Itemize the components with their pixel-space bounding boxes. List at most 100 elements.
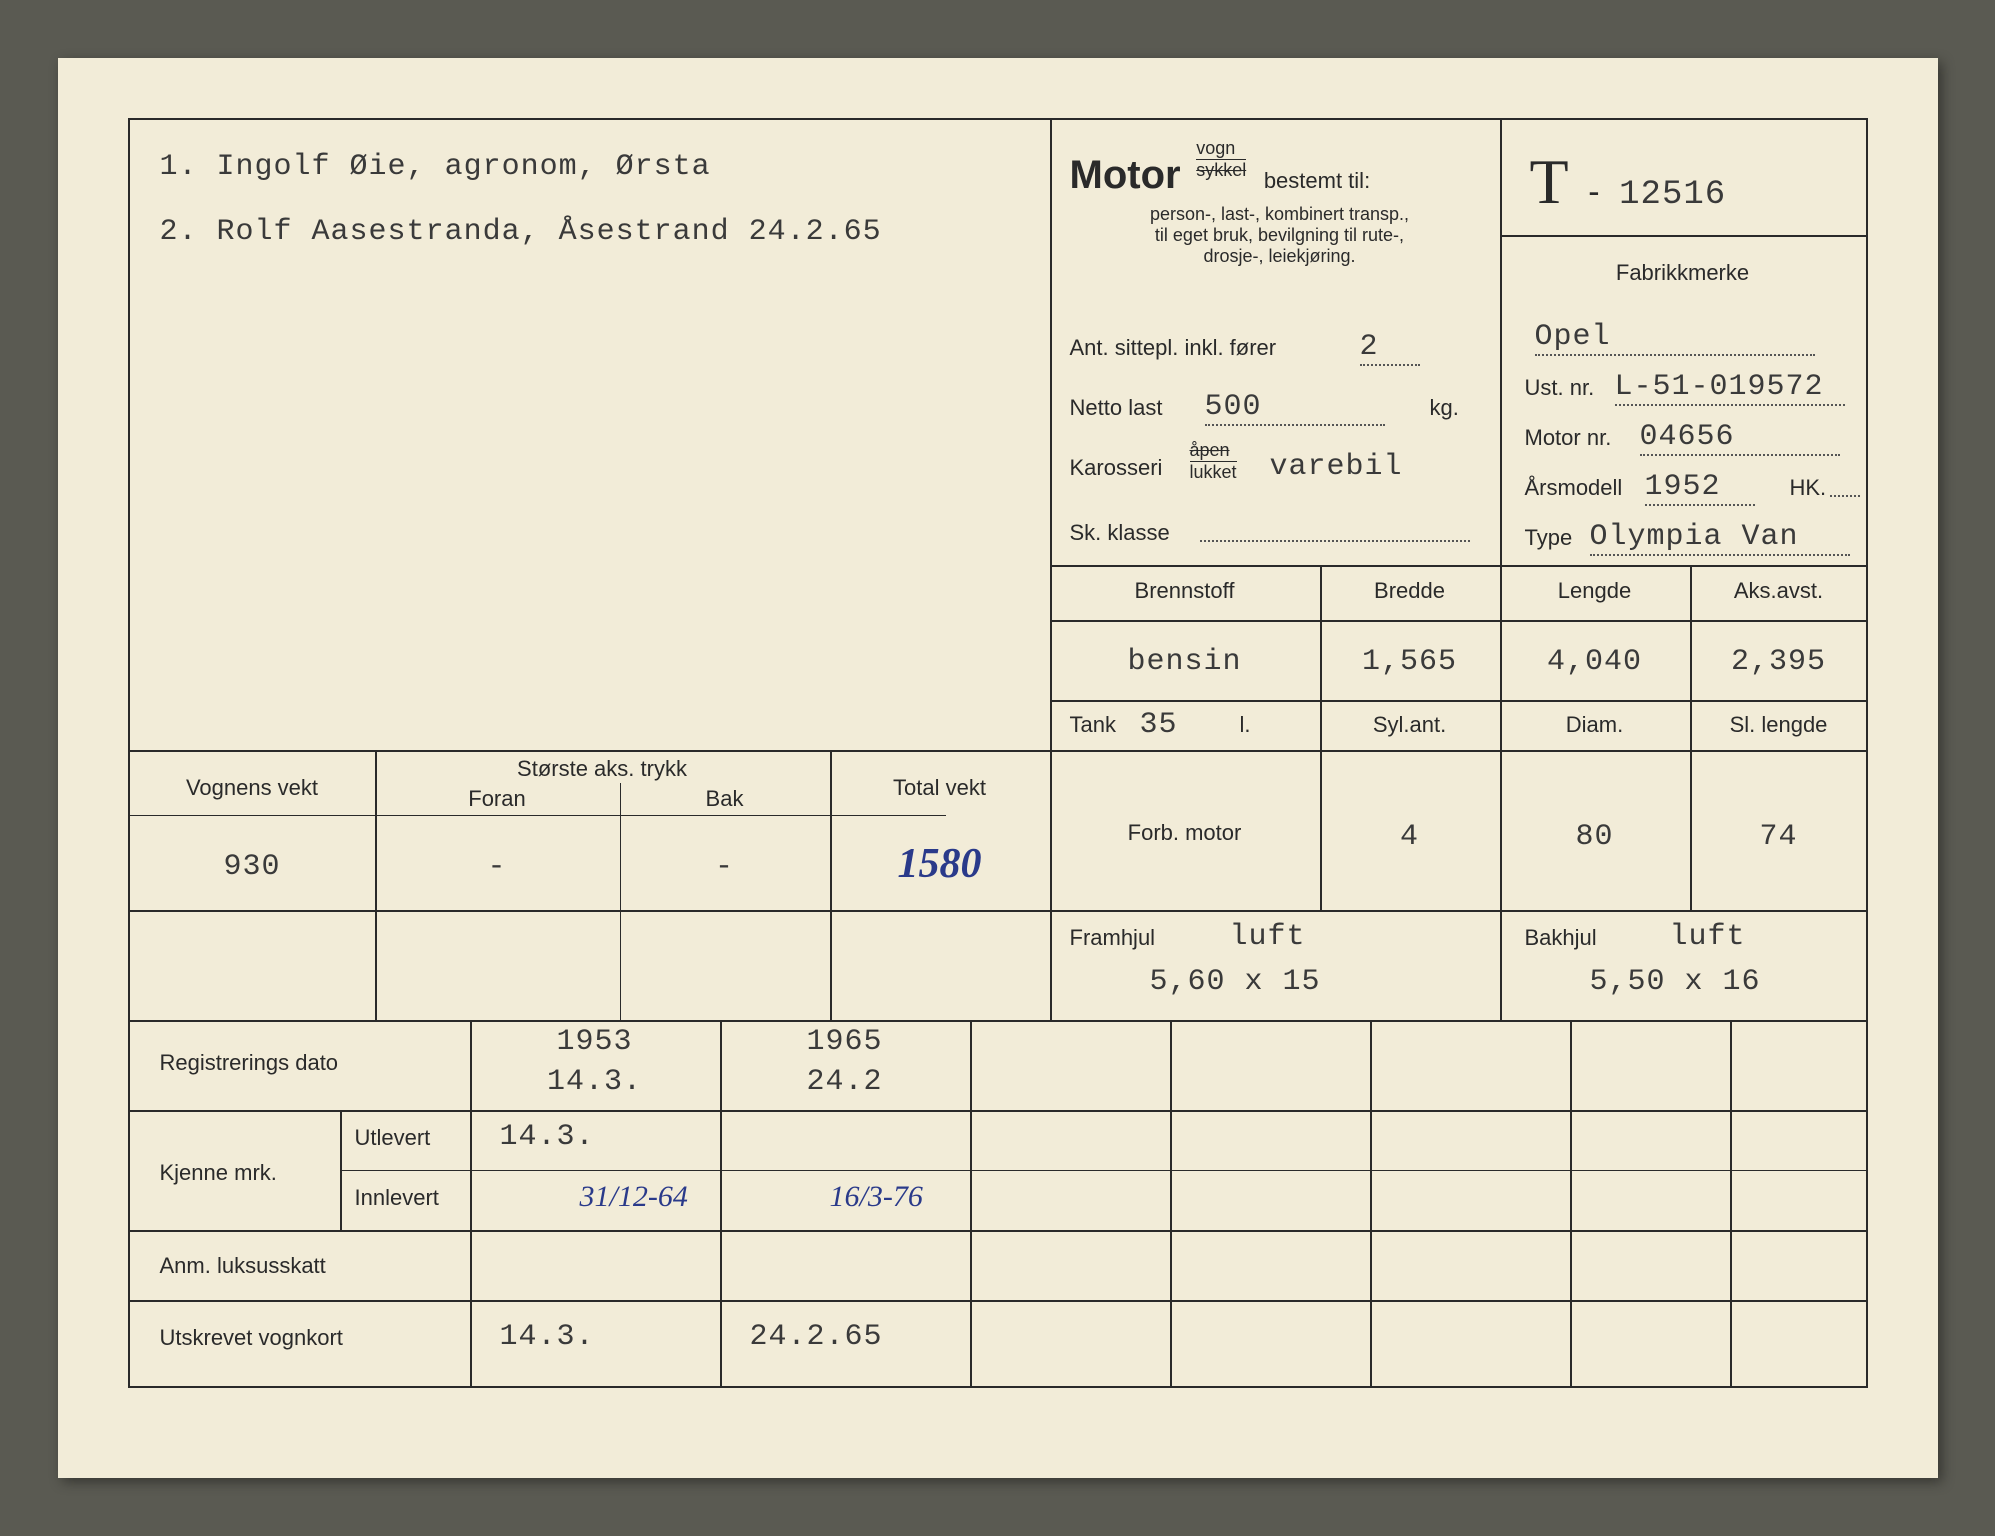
v-brennstoff: bensin — [1050, 645, 1320, 679]
v-bredde: 1,565 — [1320, 645, 1500, 679]
karosseri-value: varebil — [1270, 450, 1403, 484]
fram-air: luft — [1230, 920, 1306, 954]
spec-h2 — [1050, 700, 1866, 702]
row-wheels-bottom — [130, 1020, 1866, 1022]
motorno-label: Motor nr. — [1525, 425, 1612, 451]
motor-line2: til eget bruk, bevilgning til rute-, — [1070, 225, 1490, 246]
vognkort-v2: 24.2.65 — [750, 1320, 883, 1354]
b-v5 — [1370, 1020, 1372, 1386]
plate-bottom-line — [1500, 235, 1866, 237]
type-value: Olympia Van — [1590, 520, 1850, 556]
b-v1 — [470, 1110, 472, 1386]
ust-value: L-51-019572 — [1615, 370, 1845, 406]
plate-prefix: T — [1530, 146, 1569, 217]
h-brennstoff: Brennstoff — [1050, 578, 1320, 604]
motor-vogn: vogn — [1196, 138, 1246, 160]
skklasse-line — [1200, 540, 1470, 542]
b-h1 — [130, 1110, 1866, 1112]
spec-h3 — [130, 750, 1866, 752]
owner-2-text: Rolf Aasestranda, Åsestrand 24.2.65 — [217, 215, 882, 249]
h-sl: Sl. lengde — [1690, 712, 1868, 738]
spec-h1 — [1050, 620, 1866, 622]
h-lengde: Lengde — [1500, 578, 1690, 604]
motor-sykkel: sykkel — [1196, 160, 1246, 181]
owner-line-2: 2. Rolf Aasestranda, Åsestrand 24.2.65 — [160, 215, 882, 249]
plate-sep: - — [1588, 173, 1599, 211]
h-diam: Diam. — [1500, 712, 1690, 738]
motor-bestemt: bestemt til: — [1264, 168, 1370, 193]
aar-label: Årsmodell — [1525, 475, 1623, 501]
v-tank: 35 — [1140, 708, 1178, 742]
h-bak: Bak — [620, 786, 830, 812]
owner-2-no: 2. — [160, 215, 198, 249]
bak-label: Bakhjul — [1525, 925, 1597, 951]
plate-box: T - 12516 — [1530, 145, 1727, 219]
ust-label: Ust. nr. — [1525, 375, 1595, 401]
b-v7 — [1730, 1020, 1732, 1386]
spec-top — [1050, 565, 1866, 567]
type-label: Type — [1525, 525, 1573, 551]
v-syl: 4 — [1320, 820, 1500, 854]
b-v4 — [1170, 1020, 1172, 1386]
netto-value: 500 — [1205, 390, 1385, 426]
bak-size: 5,50 x 16 — [1590, 965, 1761, 999]
h-storste: Største aks. trykk — [375, 756, 830, 782]
motor-line3: drosje-, leiekjøring. — [1070, 246, 1490, 267]
h-vognvekt: Vognens vekt — [130, 775, 375, 801]
owner-1-text: Ingolf Øie, agronom, Ørsta — [217, 150, 711, 184]
innlevert-v2: 16/3-76 — [830, 1180, 923, 1214]
reg-c2b: 24.2 — [720, 1065, 970, 1099]
hk-label: HK. — [1790, 475, 1827, 501]
v-aksavst: 2,395 — [1690, 645, 1868, 679]
w-total: 1580 — [830, 840, 1050, 888]
vognkort-label: Utskrevet vognkort — [160, 1325, 343, 1351]
h-total: Total vekt — [830, 775, 1050, 801]
v-diam: 80 — [1500, 820, 1690, 854]
skklasse-label: Sk. klasse — [1070, 520, 1170, 546]
motor-line1: person-, last-, kombinert transp., — [1070, 204, 1490, 225]
w-bak: - — [620, 850, 830, 884]
b-v6 — [1570, 1020, 1572, 1386]
aar-value: 1952 — [1645, 470, 1755, 506]
b-v3 — [970, 1020, 972, 1386]
b-h3 — [130, 1300, 1866, 1302]
motor-block: Motor vogn sykkel bestemt til: person-, … — [1070, 138, 1490, 267]
h-tank: Tank — [1070, 712, 1116, 738]
w-foran: - — [375, 850, 620, 884]
b-v0b — [340, 1110, 342, 1230]
registration-card: 1. Ingolf Øie, agronom, Ørsta 2. Rolf Aa… — [58, 58, 1938, 1478]
hk-line — [1830, 495, 1860, 497]
h-forb: Forb. motor — [1050, 820, 1320, 846]
owner-line-1: 1. Ingolf Øie, agronom, Ørsta — [160, 150, 711, 184]
v-sl: 74 — [1690, 820, 1868, 854]
netto-label: Netto last — [1070, 395, 1163, 421]
karosseri-label: Karosseri — [1070, 455, 1163, 481]
vognkort-v1: 14.3. — [500, 1320, 595, 1354]
h-bredde: Bredde — [1320, 578, 1500, 604]
karosseri-apen: åpen — [1190, 440, 1237, 461]
motor-title: Motor — [1070, 153, 1181, 197]
reg-c2a: 1965 — [720, 1025, 970, 1059]
card-frame: 1. Ingolf Øie, agronom, Ørsta 2. Rolf Aa… — [128, 118, 1868, 1388]
reg-c1a: 1953 — [470, 1025, 720, 1059]
reg-label: Registrerings dato — [160, 1050, 339, 1076]
innlevert-v1: 31/12-64 — [580, 1180, 688, 1214]
b-h1b — [340, 1170, 1866, 1171]
u-tank: l. — [1240, 712, 1251, 738]
divider-v-right — [1500, 120, 1502, 1020]
lw-v2 — [620, 783, 621, 1020]
h-syl: Syl.ant. — [1320, 712, 1500, 738]
utlevert-v1: 14.3. — [500, 1120, 595, 1154]
anm-label: Anm. luksusskatt — [160, 1253, 326, 1279]
left-mid — [130, 815, 946, 816]
fab-make: Opel — [1535, 320, 1815, 356]
v-lengde: 4,040 — [1500, 645, 1690, 679]
motorno-value: 04656 — [1640, 420, 1840, 456]
fram-size: 5,60 x 15 — [1150, 965, 1321, 999]
fab-title: Fabrikkmerke — [1500, 260, 1866, 286]
kjenne-label: Kjenne mrk. — [160, 1160, 277, 1186]
h-foran: Foran — [375, 786, 620, 812]
innlevert-label: Innlevert — [355, 1185, 439, 1211]
reg-c1b: 14.3. — [470, 1065, 720, 1099]
seats-label: Ant. sittepl. inkl. fører — [1070, 335, 1277, 361]
